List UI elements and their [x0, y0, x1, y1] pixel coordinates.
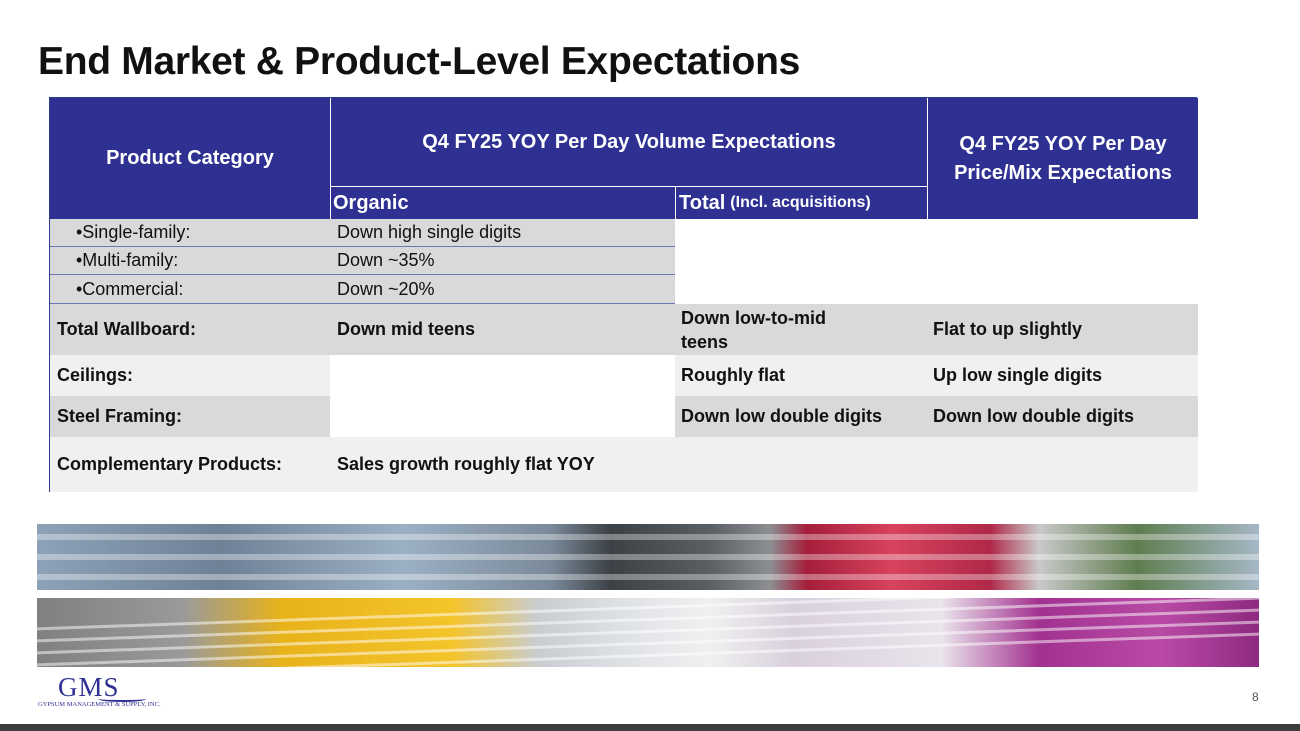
- row-category-text: Complementary Products:: [57, 454, 283, 474]
- sub-row-organic: Down ~35%: [330, 247, 675, 275]
- header-product-category-text: Product Category: [106, 147, 274, 169]
- sub-row-category-text: •Single-family:: [76, 222, 191, 242]
- sub-row-organic-text: Down ~35%: [337, 250, 435, 270]
- row-ceilings-price: Up low single digits: [927, 355, 1198, 396]
- row-total-text: Down low-to-mid teens: [681, 307, 826, 352]
- row-total-text: Down low double digits: [681, 406, 882, 426]
- slide-title: End Market & Product-Level Expectations: [38, 40, 800, 83]
- row-complementary-organic: Sales growth roughly flat YOY: [330, 437, 1198, 492]
- header-total-text: Total: [679, 191, 726, 214]
- footer-bar: [0, 724, 1300, 731]
- header-volume-text: Q4 FY25 YOY Per Day Volume Expectations: [422, 130, 836, 153]
- sub-row-category: •Single-family:: [50, 219, 330, 247]
- row-total-wallboard-organic: Down mid teens: [330, 304, 675, 355]
- sub-row-category: •Commercial:: [50, 275, 330, 304]
- company-logo: GMS GYPSUM MANAGEMENT & SUPPLY, INC.: [38, 672, 161, 710]
- row-total-wallboard-total: Down low-to-mid teens: [675, 304, 927, 355]
- header-organic-text: Organic: [333, 191, 409, 214]
- header-organic: Organic: [330, 187, 675, 219]
- row-total-text: Roughly flat: [681, 365, 785, 385]
- header-total-note: (Incl. acquisitions): [730, 194, 871, 211]
- header-price-mix: Q4 FY25 YOY Per Day Price/Mix Expectatio…: [927, 98, 1198, 219]
- expectations-table: Product Category Q4 FY25 YOY Per Day Vol…: [49, 97, 1198, 492]
- header-volume: Q4 FY25 YOY Per Day Volume Expectations: [330, 98, 927, 187]
- logo-subtitle: GYPSUM MANAGEMENT & SUPPLY, INC.: [38, 701, 161, 708]
- sub-row-category-text: •Commercial:: [76, 278, 184, 299]
- row-ceilings-organic: [330, 355, 675, 437]
- steel-framing-photo: [37, 524, 1259, 590]
- row-steel-framing-total: Down low double digits: [675, 396, 927, 437]
- row-category-text: Ceilings:: [57, 365, 134, 385]
- row-organic-text: Down mid teens: [337, 319, 476, 339]
- row-complementary-category: Complementary Products:: [50, 437, 330, 492]
- sub-rows-blank: [675, 219, 1198, 304]
- row-ceilings-total: Roughly flat: [675, 355, 927, 396]
- page-number: 8: [1252, 690, 1259, 704]
- sub-row-category-text: •Multi-family:: [76, 250, 179, 270]
- row-steel-framing-price: Down low double digits: [927, 396, 1198, 437]
- row-category-text: Total Wallboard:: [57, 319, 196, 339]
- logo-swoosh-icon: [98, 696, 146, 702]
- row-total-wallboard-price: Flat to up slightly: [927, 304, 1198, 355]
- row-total-wallboard-category: Total Wallboard:: [50, 304, 330, 355]
- row-price-text: Up low single digits: [933, 365, 1103, 385]
- row-steel-framing-category: Steel Framing:: [50, 396, 330, 437]
- wallboard-stack-photo: [37, 598, 1259, 667]
- sub-row-organic-text: Down ~20%: [337, 278, 435, 299]
- row-category-text: Steel Framing:: [57, 406, 183, 426]
- sub-row-organic-text: Down high single digits: [337, 222, 522, 242]
- row-price-text: Flat to up slightly: [933, 319, 1082, 339]
- sub-row-organic: Down high single digits: [330, 219, 675, 247]
- row-price-text: Down low double digits: [933, 406, 1134, 426]
- header-price-mix-text: Q4 FY25 YOY Per Day Price/Mix Expectatio…: [954, 132, 1172, 184]
- sub-row-category: •Multi-family:: [50, 247, 330, 275]
- header-product-category: Product Category: [50, 98, 330, 219]
- row-organic-text: Sales growth roughly flat YOY: [337, 454, 595, 474]
- sub-row-organic: Down ~20%: [330, 275, 675, 304]
- header-total: Total (Incl. acquisitions): [675, 187, 927, 219]
- row-ceilings-category: Ceilings:: [50, 355, 330, 396]
